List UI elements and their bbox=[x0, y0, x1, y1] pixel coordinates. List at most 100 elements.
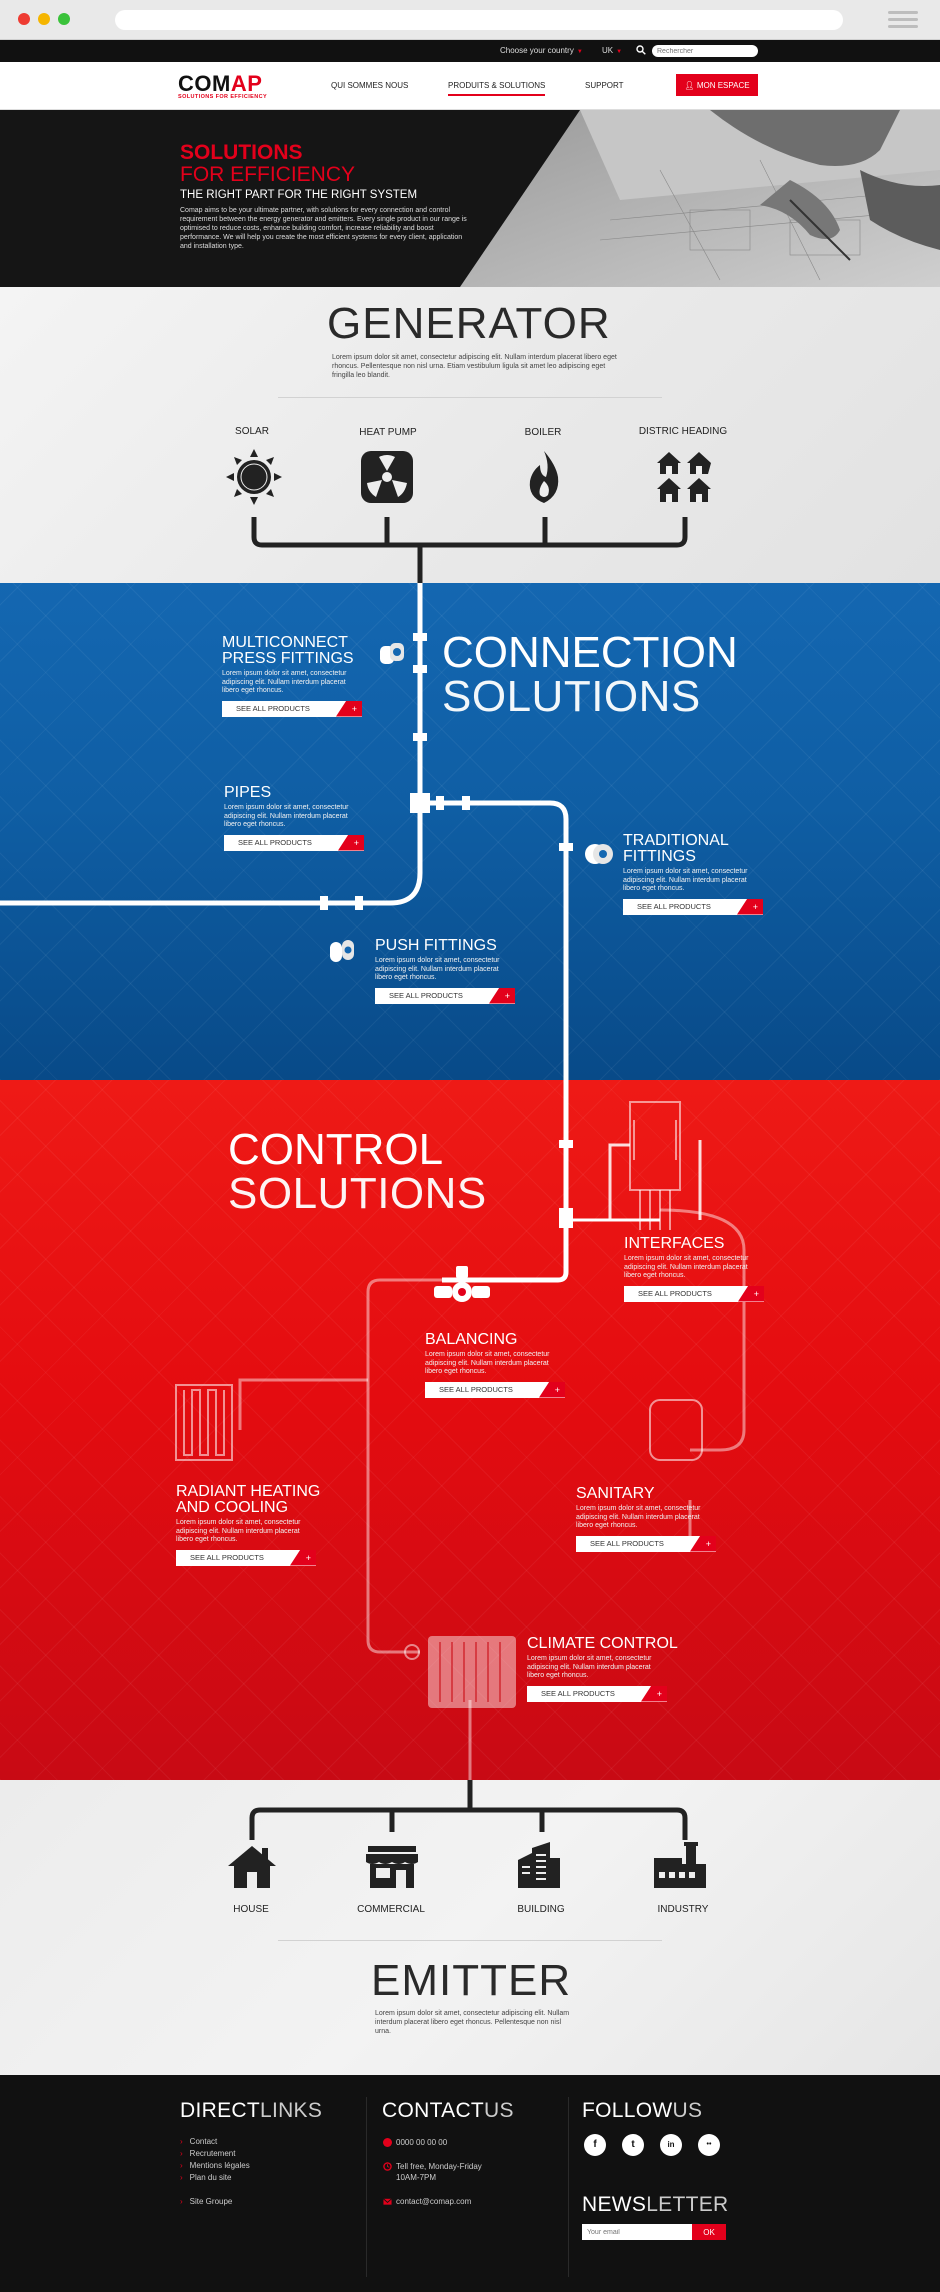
follow-us-title: FOLLOWUS bbox=[582, 2099, 703, 2122]
nav-item-qui-sommes-nous[interactable]: QUI SOMMES NOUS bbox=[331, 81, 409, 90]
see-all-products-button[interactable]: SEE ALL PRODUCTS + bbox=[375, 987, 515, 1004]
emitter-label-commercial: COMMERCIAL bbox=[357, 1904, 425, 1915]
twitter-icon[interactable]: t bbox=[622, 2134, 644, 2156]
newsletter-ok-button[interactable]: OK bbox=[692, 2224, 726, 2240]
generator-label-heat-pump: HEAT PUMP bbox=[359, 427, 417, 438]
hero-subtitle: THE RIGHT PART FOR THE RIGHT SYSTEM bbox=[180, 189, 418, 201]
nav-item-produits-solutions[interactable]: PRODUITS & SOLUTIONS bbox=[448, 81, 546, 96]
plus-icon: + bbox=[738, 1285, 764, 1302]
contact-us-title: CONTACTUS bbox=[382, 2099, 514, 2122]
comap-logo[interactable]: COMAP SOLUTIONS FOR EFFICIENCY bbox=[178, 71, 268, 101]
divider bbox=[278, 1940, 662, 1941]
houses-icon[interactable] bbox=[654, 447, 714, 507]
product-multiconnect: MULTICONNECT PRESS FITTINGS Lorem ipsum … bbox=[222, 635, 362, 717]
linkedin-icon[interactable]: in bbox=[660, 2134, 682, 2156]
facebook-icon[interactable]: f bbox=[584, 2134, 606, 2156]
control-pipes bbox=[175, 1080, 746, 1780]
flickr-icon[interactable]: •• bbox=[698, 2134, 720, 2156]
contact-email[interactable]: contact@comap.com bbox=[396, 2197, 472, 2206]
flame-icon[interactable] bbox=[514, 447, 574, 507]
see-all-products-button[interactable]: SEE ALL PRODUCTS + bbox=[527, 1685, 667, 1702]
see-all-products-button[interactable]: SEE ALL PRODUCTS + bbox=[624, 1285, 764, 1302]
mail-icon bbox=[383, 2198, 392, 2205]
emitter-label-house: HOUSE bbox=[233, 1904, 269, 1915]
clock-icon bbox=[383, 2162, 392, 2171]
divider bbox=[568, 2097, 569, 2277]
footer: DIRECTLINKS Contact Recrutement Mentions… bbox=[0, 2075, 940, 2292]
hero-text: Comap aims to be your ultimate partner, … bbox=[180, 207, 467, 250]
product-interfaces: INTERFACES Lorem ipsum dolor sit amet, c… bbox=[624, 1236, 764, 1302]
connection-title-light: SOLUTIONS bbox=[442, 672, 701, 721]
generator-label-distric-heading: DISTRIC HEADING bbox=[638, 426, 728, 437]
footer-link-mentions-legales[interactable]: Mentions légales bbox=[180, 2161, 250, 2170]
plus-icon: + bbox=[290, 1549, 316, 1566]
country-selector[interactable]: Choose your country ▼ bbox=[500, 46, 583, 55]
main-nav: COMAP SOLUTIONS FOR EFFICIENCY QUI SOMME… bbox=[0, 62, 940, 110]
see-all-products-button[interactable]: SEE ALL PRODUCTS + bbox=[623, 898, 763, 915]
push-fitting-icon bbox=[330, 940, 354, 962]
footer-link-recrutement[interactable]: Recrutement bbox=[180, 2149, 236, 2158]
generator-text: Lorem ipsum dolor sit amet, consectetur … bbox=[332, 354, 617, 379]
connection-pipes bbox=[0, 583, 573, 1080]
footer-link-contact[interactable]: Contact bbox=[180, 2137, 218, 2146]
search-input[interactable] bbox=[652, 45, 758, 57]
minimize-window-icon[interactable] bbox=[38, 13, 50, 25]
sun-icon[interactable] bbox=[224, 447, 284, 507]
shop-icon[interactable] bbox=[364, 1844, 420, 1890]
plus-icon: + bbox=[338, 834, 364, 851]
contact-phone[interactable]: 0000 00 00 00 bbox=[396, 2138, 448, 2147]
product-traditional-fittings: TRADITIONAL FITTINGS Lorem ipsum dolor s… bbox=[623, 833, 763, 915]
nav-item-support[interactable]: SUPPORT bbox=[585, 81, 624, 90]
hero-title-bold: SOLUTIONS bbox=[180, 141, 303, 164]
hero-banner: SOLUTIONS FOR EFFICIENCY THE RIGHT PART F… bbox=[0, 110, 940, 287]
divider bbox=[278, 397, 662, 398]
product-climate-control: CLIMATE CONTROL Lorem ipsum dolor sit am… bbox=[527, 1636, 678, 1702]
direct-links-title: DIRECTLINKS bbox=[180, 2099, 323, 2122]
footer-link-site-groupe[interactable]: Site Groupe bbox=[180, 2197, 233, 2206]
contact-hours: Tell free, Monday-Friday 10AM-7PM bbox=[396, 2162, 482, 2182]
product-radiant-heating: RADIANT HEATING AND COOLING Lorem ipsum … bbox=[176, 1484, 320, 1566]
newsletter-email-input[interactable] bbox=[582, 2224, 692, 2240]
control-title-bold: CONTROL bbox=[228, 1125, 444, 1174]
user-icon: 👤︎ bbox=[684, 80, 695, 90]
generator-title: GENERATOR bbox=[327, 299, 611, 348]
product-pipes: PIPES Lorem ipsum dolor sit amet, consec… bbox=[224, 785, 364, 851]
menu-icon[interactable] bbox=[888, 11, 918, 29]
press-fitting-icon bbox=[380, 643, 404, 664]
emitter-label-building: BUILDING bbox=[517, 1904, 565, 1915]
product-push-fittings: PUSH FITTINGS Lorem ipsum dolor sit amet… bbox=[375, 938, 515, 1004]
hero-title-light: FOR EFFICIENCY bbox=[180, 163, 356, 186]
newsletter-title: NEWSLETTER bbox=[582, 2193, 729, 2216]
product-balancing: BALANCING Lorem ipsum dolor sit amet, co… bbox=[425, 1332, 565, 1398]
mon-espace-button[interactable]: 👤︎ MON ESPACE bbox=[676, 74, 758, 96]
plus-icon: + bbox=[641, 1685, 667, 1702]
fan-icon[interactable] bbox=[357, 447, 417, 507]
see-all-products-button[interactable]: SEE ALL PRODUCTS + bbox=[576, 1535, 716, 1552]
plus-icon: + bbox=[539, 1381, 565, 1398]
control-title-light: SOLUTIONS bbox=[228, 1169, 487, 1218]
traditional-fitting-icon bbox=[585, 844, 613, 864]
close-window-icon[interactable] bbox=[18, 13, 30, 25]
plus-icon: + bbox=[489, 987, 515, 1004]
hero-image bbox=[460, 110, 940, 287]
language-selector[interactable]: UK ▼ bbox=[602, 46, 623, 55]
generator-label-boiler: BOILER bbox=[524, 427, 562, 438]
see-all-products-button[interactable]: SEE ALL PRODUCTS + bbox=[425, 1381, 565, 1398]
factory-icon[interactable] bbox=[652, 1840, 708, 1890]
see-all-products-button[interactable]: SEE ALL PRODUCTS + bbox=[222, 700, 362, 717]
plus-icon: + bbox=[336, 700, 362, 717]
connection-section: CONNECTION SOLUTIONS MULTICONNECT PRESS … bbox=[0, 583, 940, 1080]
control-section: CONTROL SOLUTIONS INTERFACES Lorem ipsum… bbox=[0, 1080, 940, 1780]
address-bar[interactable] bbox=[115, 10, 843, 30]
see-all-products-button[interactable]: SEE ALL PRODUCTS + bbox=[176, 1549, 316, 1566]
top-bar: Choose your country ▼ UK ▼ bbox=[0, 40, 940, 62]
generator-pipes bbox=[251, 517, 688, 583]
plus-icon: + bbox=[690, 1535, 716, 1552]
search-icon[interactable] bbox=[636, 45, 646, 55]
building-icon[interactable] bbox=[514, 1840, 564, 1890]
house-icon[interactable] bbox=[226, 1844, 278, 1890]
see-all-products-button[interactable]: SEE ALL PRODUCTS + bbox=[224, 834, 364, 851]
footer-link-plan-du-site[interactable]: Plan du site bbox=[180, 2173, 232, 2182]
maximize-window-icon[interactable] bbox=[58, 13, 70, 25]
product-sanitary: SANITARY Lorem ipsum dolor sit amet, con… bbox=[576, 1486, 716, 1552]
